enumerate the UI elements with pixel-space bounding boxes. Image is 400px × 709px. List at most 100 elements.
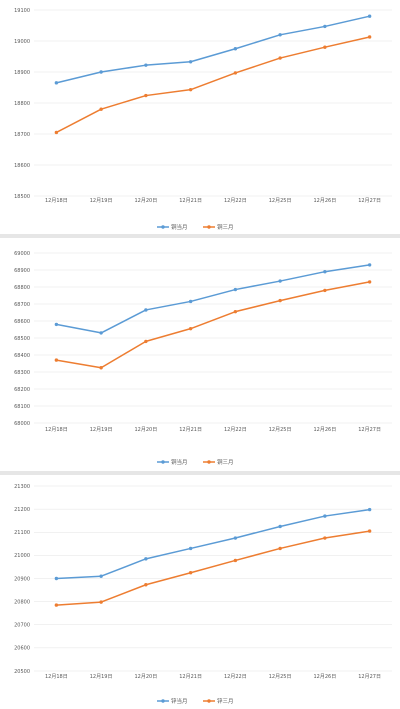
y-tick-label: 19000 [14, 39, 30, 45]
legend-marker [207, 699, 211, 703]
y-tick-label: 19100 [14, 8, 30, 14]
x-tick-label: 12月25日 [269, 674, 292, 680]
chart-panel-3: 20500 20600 20700 20800 20900 21000 21100 21200… [0, 475, 400, 709]
x-tick-label: 12月20日 [135, 674, 158, 680]
data-point [367, 529, 372, 533]
x-tick-label: 12月26日 [314, 674, 337, 680]
data-point [54, 322, 59, 327]
data-point [278, 279, 282, 283]
data-point [188, 326, 193, 331]
y-tick-label: 18700 [14, 132, 30, 138]
data-point [99, 600, 103, 604]
x-tick-label: 12月27日 [358, 198, 381, 204]
data-point [144, 63, 148, 67]
legend-label: 铜当月 [171, 458, 188, 466]
data-point [54, 130, 59, 135]
legend-label: 铜三月 [217, 223, 234, 231]
data-point [144, 308, 148, 312]
x-tick-label: 12月21日 [179, 674, 202, 680]
y-tick-label: 21300 [14, 484, 30, 490]
data-point [233, 309, 238, 314]
y-tick-label: 21000 [14, 553, 30, 559]
series-line [56, 15, 370, 84]
panel-separator [0, 471, 400, 475]
y-tick-label: 20800 [14, 599, 30, 605]
chart-panel-2: 68000 68100 68200 68300 68400 68500 68600 68700… [0, 238, 400, 471]
data-point [99, 107, 103, 111]
y-tick-label: 68800 [14, 285, 30, 291]
x-tick-label: 12月20日 [135, 427, 158, 433]
data-point [233, 71, 238, 75]
line-chart-1: 18500 18600 18700 18800 18900 19000 19100 12月18… [14, 8, 392, 231]
line-chart-2: 68000 68100 68200 68300 68400 68500 68600 68700… [14, 251, 392, 466]
data-point [323, 288, 327, 293]
legend-label: 锌当月 [171, 697, 188, 705]
y-tick-label: 68900 [14, 268, 30, 274]
data-point [144, 583, 148, 587]
y-tick-label: 20700 [14, 623, 30, 629]
data-point [99, 70, 103, 74]
y-tick-label: 68400 [14, 353, 30, 359]
x-tick-label: 12月21日 [179, 427, 202, 433]
data-point [99, 331, 103, 335]
legend-marker [161, 225, 165, 229]
legend-label: 锌三月 [217, 697, 234, 705]
data-point [233, 558, 238, 563]
y-tick-label: 68000 [14, 421, 30, 427]
y-tick-label: 68600 [14, 319, 30, 325]
legend-marker [161, 460, 165, 464]
series-line [56, 264, 370, 334]
legend-marker [161, 699, 165, 703]
x-tick-label: 12月25日 [269, 198, 292, 204]
data-point [188, 546, 193, 551]
data-point [233, 536, 238, 540]
data-point [278, 33, 282, 37]
series-line [56, 530, 370, 606]
series-line [56, 508, 370, 580]
data-point [233, 47, 238, 51]
data-point [188, 87, 193, 92]
data-point [367, 35, 372, 39]
data-point [54, 576, 59, 581]
y-tick-label: 68500 [14, 336, 30, 342]
series-line [56, 281, 370, 369]
x-tick-label: 12月20日 [135, 198, 158, 204]
data-point [54, 358, 59, 362]
legend-marker [207, 225, 211, 229]
x-tick-label: 12月22日 [224, 427, 247, 433]
x-tick-label: 12月18日 [45, 427, 68, 433]
y-tick-label: 68700 [14, 302, 30, 308]
x-tick-label: 12月21日 [179, 198, 202, 204]
legend-marker [207, 460, 211, 464]
data-point [144, 557, 148, 561]
data-point [278, 298, 282, 303]
data-point [99, 574, 103, 578]
data-point [278, 546, 282, 551]
data-point [367, 14, 372, 18]
data-point [188, 299, 193, 304]
data-point [367, 280, 372, 284]
data-point [99, 366, 103, 370]
x-tick-label: 12月26日 [314, 198, 337, 204]
data-point [188, 60, 193, 64]
data-point [278, 524, 282, 529]
data-point [323, 24, 327, 29]
x-tick-label: 12月27日 [358, 427, 381, 433]
legend-label: 铜三月 [217, 458, 234, 466]
data-point [54, 603, 59, 607]
data-point [367, 263, 372, 267]
y-tick-label: 20900 [14, 576, 30, 582]
y-tick-label: 69000 [14, 251, 30, 257]
data-point [278, 56, 282, 60]
x-tick-label: 12月19日 [90, 427, 113, 433]
x-tick-label: 12月22日 [224, 674, 247, 680]
line-chart-3: 20500 20600 20700 20800 20900 21000 21100 21200… [14, 484, 392, 705]
data-point [144, 93, 148, 98]
x-tick-label: 12月22日 [224, 198, 247, 204]
data-point [144, 339, 148, 344]
data-point [323, 270, 327, 274]
x-tick-label: 12月27日 [358, 674, 381, 680]
y-tick-label: 68300 [14, 370, 30, 376]
x-tick-label: 12月18日 [45, 674, 68, 680]
x-tick-label: 12月19日 [90, 198, 113, 204]
